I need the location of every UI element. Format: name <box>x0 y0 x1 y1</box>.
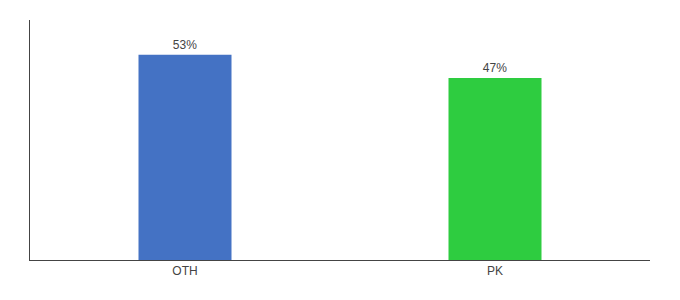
svg-text:PK: PK <box>487 264 503 278</box>
svg-text:OTH: OTH <box>172 264 197 278</box>
svg-text:47%: 47% <box>483 61 507 75</box>
svg-text:53%: 53% <box>173 38 197 52</box>
